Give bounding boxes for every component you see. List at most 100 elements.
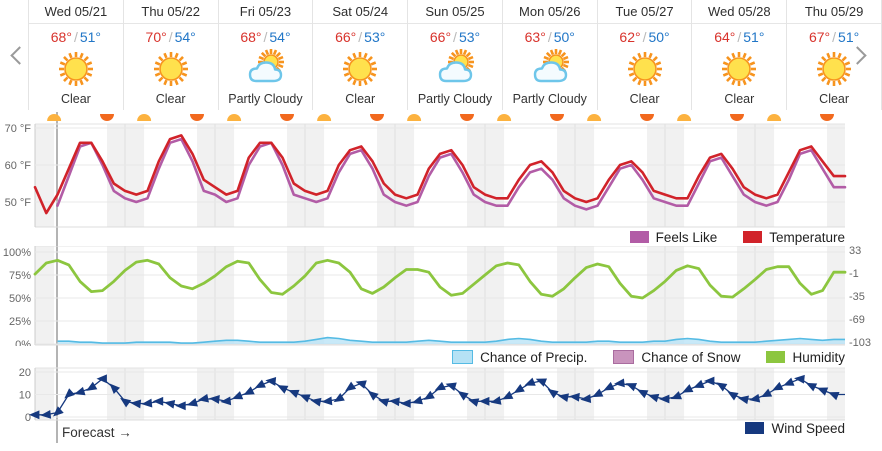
wind-arrow-icon <box>400 399 411 408</box>
wind-arrow-icon <box>625 383 638 392</box>
day-card[interactable]: Wed 05/28 64°/51° Clear <box>692 0 788 110</box>
legend-item-feels-like[interactable]: Feels Like <box>629 230 717 245</box>
day-card[interactable]: Wed 05/21 68°/51° Clear <box>29 0 124 110</box>
temperature-chart[interactable]: 70 °F 60 °F 50 °F <box>0 108 882 228</box>
sunrise-icon <box>497 114 512 121</box>
sunset-icon <box>190 114 204 121</box>
sunset-icon <box>640 114 654 121</box>
prev-days-button[interactable] <box>6 42 29 68</box>
day-temps: 63°/50° <box>503 29 597 46</box>
y-axis-tick: 50% <box>9 293 31 305</box>
legend-item-chance-of-precip[interactable]: Chance of Precip. <box>452 350 587 365</box>
wind-arrow-icon <box>130 399 142 409</box>
right-axis-tick: -1 <box>849 268 859 280</box>
day-temps: 66°/53° <box>408 29 502 46</box>
wind-arrow-icon <box>367 390 379 401</box>
wind-arrow-icon <box>186 398 198 407</box>
series-temperature <box>33 134 847 215</box>
wind-arrow-icon <box>659 394 670 404</box>
wind-arrow-icon <box>299 394 311 403</box>
sunrise-icon <box>767 114 782 121</box>
wind-arrow-icon <box>783 377 795 386</box>
y-axis-tick: 25% <box>9 316 31 328</box>
legend-swatch <box>745 422 765 434</box>
y-axis-tick: 10 <box>19 390 31 402</box>
chance-of-precip-line <box>57 336 845 344</box>
wind-chart[interactable]: 20 10 0 <box>0 366 882 424</box>
wind-arrow-icon <box>816 387 829 396</box>
low-temp: 51° <box>743 29 765 45</box>
low-temp: 51° <box>79 29 101 45</box>
next-days-button[interactable] <box>847 42 870 68</box>
wind-arrow-icon <box>760 388 773 398</box>
day-temps: 68°/54° <box>219 29 313 46</box>
condition-label: Partly Cloudy <box>512 92 587 106</box>
chevron-right-icon <box>847 45 867 65</box>
series-feels-like <box>56 137 847 211</box>
wind-arrow-icon <box>209 395 220 404</box>
day-card[interactable]: Mon 05/26 63°/50° Partly Cloudy <box>502 0 598 110</box>
humidity-chart-legend: Chance of Precip. Chance of Snow Humidity <box>452 348 845 366</box>
legend-item-wind-speed[interactable]: Wind Speed <box>745 421 845 436</box>
low-temp: 51° <box>838 29 860 45</box>
day-card[interactable]: Sun 05/25 66°/53° Partly Cloudy <box>408 0 503 110</box>
y-axis-tick: 60 °F <box>5 160 32 172</box>
day-date-label: Fri 05/23 <box>218 0 313 24</box>
condition-label: Clear <box>819 92 850 106</box>
temp-separator: / <box>737 29 742 45</box>
sun-icon <box>722 52 757 86</box>
day-temps: 66°/53° <box>313 29 407 46</box>
legend-item-humidity[interactable]: Humidity <box>766 350 845 365</box>
day-card[interactable]: Fri 05/23 68°/54° Partly Cloudy <box>218 0 314 110</box>
sun-icon <box>627 52 662 86</box>
wind-arrow-icon <box>670 391 683 400</box>
wind-arrow-icon <box>254 379 266 389</box>
day-card[interactable]: Thu 05/22 70°/54° Clear <box>123 0 219 110</box>
partly-cloudy-icon <box>249 49 285 83</box>
day-card[interactable]: Thu 05/29 67°/51° Clear <box>787 0 882 110</box>
legend-item-chance-of-snow[interactable]: Chance of Snow <box>613 350 740 365</box>
day-date-label: Sat 05/24 <box>313 0 408 24</box>
wind-arrow-icon <box>648 393 660 403</box>
sunrise-icon <box>317 114 332 121</box>
legend-label: Wind Speed <box>771 420 845 436</box>
wind-arrow-icon <box>175 401 186 411</box>
temp-separator: / <box>168 29 173 45</box>
forecast-days-header: Wed 05/21 68°/51° Clear Thu 05/22 70°/54° Cle… <box>28 0 882 110</box>
wind-arrow-icon <box>243 386 255 395</box>
day-date-label: Tue 05/27 <box>597 0 692 24</box>
wind-arrow-icon <box>231 391 244 400</box>
temp-separator: / <box>263 29 268 45</box>
wind-arrow-icon <box>40 409 52 419</box>
day-card[interactable]: Sat 05/24 66°/53° Clear <box>313 0 409 110</box>
wind-arrow-icon <box>74 386 86 396</box>
sun-icon <box>153 52 188 86</box>
humidity-precip-chart[interactable]: 100% 75% 50% 25% 0% 33 -1 -35 -69 -103 <box>0 246 882 346</box>
wind-arrow-icon <box>29 410 40 420</box>
legend-item-temperature[interactable]: Temperature <box>743 230 845 245</box>
day-temps: 64°/51° <box>692 29 786 46</box>
day-temps: 70°/54° <box>124 29 218 46</box>
sun-icon <box>58 52 93 86</box>
wind-arrow-icon <box>794 374 805 384</box>
wind-arrow-icon <box>86 381 98 391</box>
wind-arrow-icon <box>524 377 536 386</box>
right-axis-tick: -69 <box>849 314 865 326</box>
sunrise-icon <box>587 114 602 121</box>
wind-arrow-icon <box>828 392 840 401</box>
condition-label: Partly Cloudy <box>228 92 303 106</box>
sun-icon <box>343 52 378 86</box>
wind-arrow-icon <box>737 395 749 405</box>
wind-arrow-icon <box>547 388 559 399</box>
condition-label: Partly Cloudy <box>417 92 493 106</box>
wind-arrow-icon <box>411 395 423 405</box>
low-temp: 50° <box>553 29 575 45</box>
legend-label: Chance of Precip. <box>480 349 588 365</box>
wind-arrow-icon <box>805 382 818 392</box>
wind-arrow-icon <box>434 381 446 391</box>
temp-separator: / <box>358 29 363 45</box>
wind-arrow-icon <box>479 396 490 406</box>
wind-arrow-icon <box>727 391 739 401</box>
day-card[interactable]: Tue 05/27 62°/50° Clear <box>597 0 693 110</box>
